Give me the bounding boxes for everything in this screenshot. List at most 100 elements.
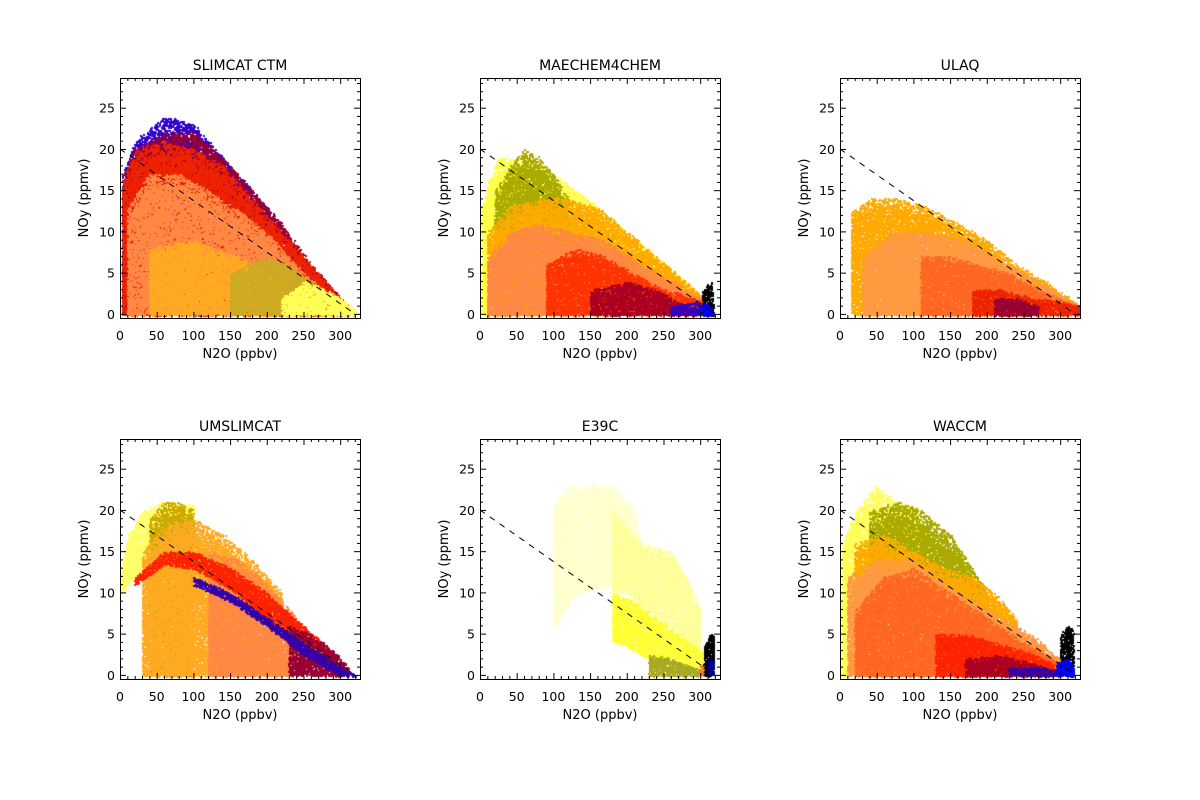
y-axis-label: NOy (ppmv)	[797, 159, 812, 238]
x-axis-label: N2O (ppbv)	[923, 708, 998, 723]
plot-frame	[120, 78, 361, 319]
scatter-cloud	[120, 78, 360, 318]
x-tick-label: 250	[1012, 689, 1036, 704]
y-tick-label: 25	[459, 101, 475, 116]
panel-title: WACCM	[933, 419, 987, 435]
plot-frame	[840, 439, 1081, 680]
x-tick-label: 150	[578, 689, 602, 704]
x-tick-label: 250	[652, 328, 676, 343]
x-tick-label: 200	[255, 689, 279, 704]
y-tick-label: 5	[107, 266, 115, 281]
axes: WACCM 0 50 100 150 200 250 300 0 5 10 15 20 25 N2O (pp…	[797, 419, 1081, 723]
x-tick-label: 100	[181, 328, 205, 343]
x-tick-label: 300	[688, 689, 712, 704]
x-tick-label: 300	[328, 328, 352, 343]
y-tick-label: 15	[99, 183, 115, 198]
reference-line	[839, 148, 1076, 315]
plot-frame	[480, 439, 721, 680]
panel-e39c: E39C 0 50 100 150 200 250 300 0 5 10 15 20 25 N2O (ppb…	[420, 411, 780, 771]
y-tick-label: 0	[827, 668, 835, 683]
plot-frame	[120, 439, 361, 680]
x-tick-label: 150	[938, 328, 962, 343]
x-tick-label: 50	[869, 328, 885, 343]
x-axis-label: N2O (ppbv)	[563, 708, 638, 723]
y-axis-label: NOy (ppmv)	[77, 520, 92, 599]
x-tick-label: 200	[975, 689, 999, 704]
x-axis-label: N2O (ppbv)	[563, 347, 638, 362]
y-tick-label: 20	[819, 142, 835, 157]
plot-frame	[840, 78, 1081, 319]
x-tick-label: 300	[688, 328, 712, 343]
y-tick-label: 25	[459, 462, 475, 477]
y-tick-label: 10	[459, 585, 475, 600]
y-tick-label: 10	[819, 224, 835, 239]
panel-title: ULAQ	[941, 58, 980, 74]
x-tick-label: 250	[652, 689, 676, 704]
x-axis-label: N2O (ppbv)	[203, 708, 278, 723]
y-tick-label: 25	[99, 462, 115, 477]
y-tick-label: 25	[99, 101, 115, 116]
reference-line	[119, 148, 356, 315]
y-tick-label: 0	[827, 307, 835, 322]
y-tick-label: 25	[819, 101, 835, 116]
panel-ulaq: ULAQ 0 50 100 150 200 250 300 0 5 10 15 20 25 N2O (ppb…	[780, 50, 1140, 410]
scatter-cloud	[120, 439, 360, 679]
y-tick-label: 0	[467, 307, 475, 322]
reference-line	[839, 509, 1076, 676]
reference-line	[479, 148, 716, 315]
y-axis-label: NOy (ppmv)	[797, 520, 812, 599]
x-tick-label: 150	[218, 689, 242, 704]
x-tick-label: 200	[615, 689, 639, 704]
axes: SLIMCAT CTM 0 50 100 150 200 250 300 0 5 10 15 20 25 N…	[77, 58, 361, 362]
y-tick-label: 25	[819, 462, 835, 477]
axes: UMSLIMCAT 0 50 100 150 200 250 300 0 5 10 15 20 25 N2O…	[77, 419, 361, 723]
x-tick-label: 250	[292, 328, 316, 343]
panel-waccm: WACCM 0 50 100 150 200 250 300 0 5 10 15 20 25 N2O (pp…	[780, 411, 1140, 771]
x-tick-label: 250	[1012, 328, 1036, 343]
axes: E39C 0 50 100 150 200 250 300 0 5 10 15 20 25 N2O (ppb…	[437, 419, 721, 723]
x-tick-label: 100	[541, 689, 565, 704]
y-tick-label: 0	[467, 668, 475, 683]
x-tick-label: 0	[476, 689, 484, 704]
x-tick-label: 300	[1048, 689, 1072, 704]
panel-title: MAECHEM4CHEM	[539, 58, 661, 74]
x-tick-label: 150	[218, 328, 242, 343]
y-tick-label: 10	[99, 224, 115, 239]
x-tick-label: 100	[901, 328, 925, 343]
x-tick-label: 300	[328, 689, 352, 704]
y-tick-label: 5	[827, 627, 835, 642]
x-tick-label: 50	[149, 689, 165, 704]
y-tick-label: 15	[819, 183, 835, 198]
axes: MAECHEM4CHEM 0 50 100 150 200 250 300 0 5 10 15 20 25…	[437, 58, 721, 362]
scatter-cloud	[480, 439, 720, 679]
scatter-cloud	[480, 78, 720, 318]
x-tick-label: 300	[1048, 328, 1072, 343]
x-tick-label: 200	[975, 328, 999, 343]
y-tick-label: 15	[459, 183, 475, 198]
y-tick-label: 15	[99, 544, 115, 559]
panel-title: SLIMCAT CTM	[193, 58, 288, 74]
x-tick-label: 100	[541, 328, 565, 343]
x-tick-label: 0	[836, 689, 844, 704]
x-tick-label: 0	[116, 689, 124, 704]
panel-slimcat-ctm: SLIMCAT CTM 0 50 100 150 200 250 300 0 5 10 15 20 25 N…	[60, 50, 420, 410]
plot-frame	[480, 78, 721, 319]
panel-umslimcat: UMSLIMCAT 0 50 100 150 200 250 300 0 5 10 15 20 25 N2O…	[60, 411, 420, 771]
panel-title: UMSLIMCAT	[199, 419, 281, 435]
x-tick-label: 50	[869, 689, 885, 704]
y-tick-label: 20	[99, 503, 115, 518]
x-tick-label: 150	[938, 689, 962, 704]
y-axis-label: NOy (ppmv)	[437, 520, 452, 599]
y-tick-label: 5	[467, 266, 475, 281]
y-tick-label: 20	[819, 503, 835, 518]
y-axis-label: NOy (ppmv)	[77, 159, 92, 238]
y-tick-label: 0	[107, 307, 115, 322]
y-tick-label: 10	[459, 224, 475, 239]
y-tick-label: 10	[99, 585, 115, 600]
x-tick-label: 50	[509, 689, 525, 704]
y-tick-label: 5	[827, 266, 835, 281]
y-tick-label: 15	[819, 544, 835, 559]
y-tick-label: 10	[819, 585, 835, 600]
x-tick-label: 250	[292, 689, 316, 704]
